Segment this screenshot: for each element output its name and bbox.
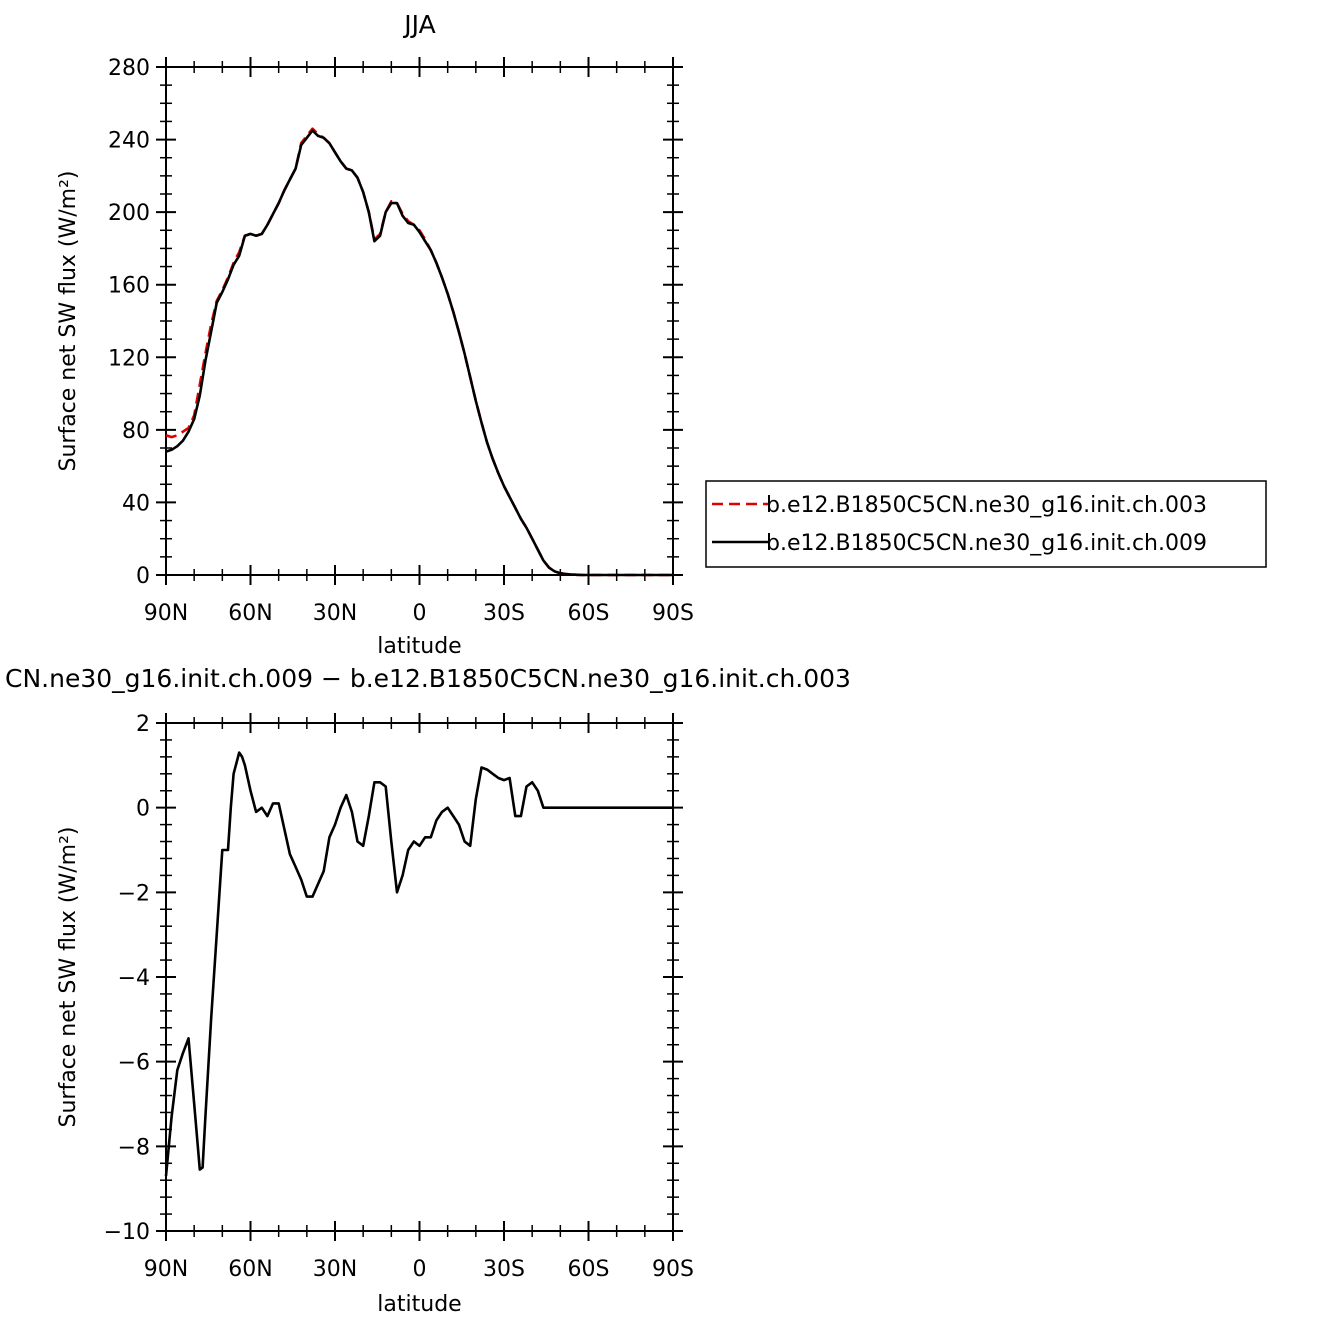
y-tick-label: 200 — [108, 201, 150, 226]
y-tick-label: 240 — [108, 129, 150, 154]
x-tick-label: 60N — [228, 601, 272, 626]
y-tick-label: 120 — [108, 346, 150, 371]
plot-frame — [165, 722, 674, 1232]
y-tick-label: 0 — [136, 797, 150, 822]
y-tick-label: 2 — [136, 712, 150, 737]
y-tick-label: 40 — [122, 491, 150, 516]
x-tick-label: 0 — [413, 601, 427, 626]
y-tick-label: −10 — [104, 1220, 150, 1245]
x-tick-label: 60S — [568, 1257, 610, 1282]
chart-title: JJA — [402, 10, 435, 39]
y-tick-label: 160 — [108, 274, 150, 299]
x-axis-label: latitude — [377, 634, 461, 659]
chart-title: CN.ne30_g16.init.ch.009 − b.e12.B1850C5C… — [5, 664, 851, 693]
legend-box — [705, 480, 1267, 568]
series-line-1 — [164, 751, 673, 1177]
y-tick-label: −2 — [118, 881, 150, 906]
x-tick-label: 60N — [228, 1257, 272, 1282]
y-tick-label: −4 — [118, 966, 150, 991]
y-axis-label: Surface net SW flux (W/m²) — [56, 826, 81, 1127]
x-tick-label: 90N — [144, 1257, 188, 1282]
x-tick-label: 60S — [568, 601, 610, 626]
x-tick-label: 90S — [652, 1257, 694, 1282]
x-tick-label: 30S — [483, 601, 525, 626]
x-tick-label: 90S — [652, 601, 694, 626]
y-tick-label: −8 — [118, 1135, 150, 1160]
legend-label-2: b.e12.B1850C5CN.ne30_g16.init.ch.009 — [766, 531, 1207, 556]
y-tick-label: 280 — [108, 56, 150, 81]
x-tick-label: 90N — [144, 601, 188, 626]
plot-frame — [165, 66, 674, 576]
y-axis-label: Surface net SW flux (W/m²) — [56, 170, 81, 471]
series-line-1 — [165, 127, 673, 577]
x-tick-label: 30N — [313, 1257, 357, 1282]
x-tick-label: 30N — [313, 601, 357, 626]
x-axis-label: latitude — [377, 1292, 461, 1317]
x-tick-label: 0 — [413, 1257, 427, 1282]
x-tick-label: 30S — [483, 1257, 525, 1282]
y-tick-label: −6 — [118, 1051, 150, 1076]
legend-label-1: b.e12.B1850C5CN.ne30_g16.init.ch.003 — [766, 493, 1207, 518]
y-tick-label: 80 — [122, 419, 150, 444]
series-line-2 — [165, 129, 673, 577]
y-tick-label: 0 — [136, 564, 150, 589]
